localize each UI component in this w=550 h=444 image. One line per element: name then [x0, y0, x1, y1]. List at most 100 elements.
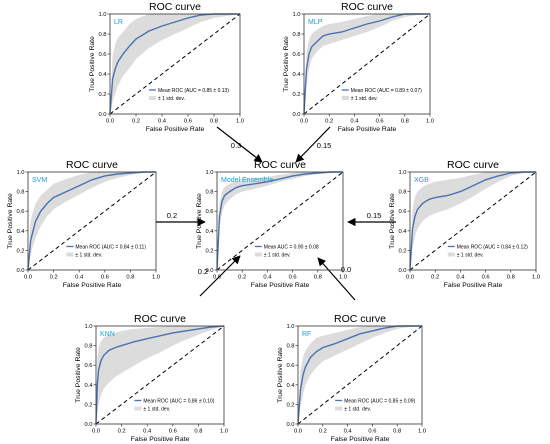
roc-panel-svm: 0.0 0.2 0.4 0.6 0.8 1.0 0.0 0.2 0.4 0.6 0.8 1.0 ROC …	[7, 159, 160, 289]
x-tick-label: 0.8	[314, 275, 322, 281]
weight-label: 0.15	[367, 211, 382, 220]
y-tick-label: 0.6	[292, 52, 300, 58]
x-tick-label: 0.4	[143, 429, 152, 435]
x-tick-label: 1.0	[418, 429, 426, 435]
mean-roc-line	[297, 325, 422, 425]
legend-std-swatch	[335, 406, 343, 411]
y-tick-label: 1.0	[398, 170, 406, 176]
roc-panel-xgb: 0.0 0.2 0.4 0.6 0.8 1.0 0.0 0.2 0.4 0.6 0.8 1.0 ROC …	[389, 159, 540, 289]
chart-title: ROC curve	[66, 159, 118, 171]
weight-arrow	[295, 126, 331, 163]
legend-std-label: ± 1 std. dev.	[264, 252, 291, 258]
x-tick-label: 0.4	[158, 119, 167, 125]
y-tick-label: 0.6	[205, 209, 213, 215]
y-tick-label: 0.8	[286, 344, 294, 350]
arrow-mlp: 0.15	[295, 126, 332, 163]
std-band	[304, 14, 430, 114]
x-tick-label: 0.6	[169, 429, 177, 435]
legend-mean-label: Mean ROC (AUC = 0.85 ± 0.13)	[158, 88, 229, 94]
chance-diagonal	[109, 13, 241, 115]
x-tick-label: 0.2	[238, 275, 246, 281]
y-tick-label: 0.4	[98, 72, 107, 78]
legend: Mean ROC (AUC = 0.86 ± 0.10) ± 1 std. dev…	[134, 398, 215, 412]
legend-std-label: ± 1 std. dev.	[158, 96, 185, 102]
weight-label: 0.15	[317, 141, 332, 150]
x-axis-label: False Positive Rate	[338, 126, 397, 133]
chance-diagonal	[216, 171, 344, 271]
roc-panels: 0.0 0.2 0.4 0.6 0.8 1.00.00.20.40.60.81.0ROC …	[7, 1, 540, 443]
x-tick-label: 0.0	[406, 275, 414, 281]
y-tick-label: 1.0	[98, 12, 106, 18]
x-tick-label: 0.2	[325, 119, 333, 125]
x-tick-label: 1.0	[236, 119, 244, 125]
legend: Mean ROC (AUC = 0.85 ± 0.13) ± 1 std. dev…	[149, 88, 229, 102]
x-tick-label: 0.8	[393, 429, 401, 435]
legend-std-swatch	[149, 96, 156, 100]
model-label: KNN	[100, 331, 115, 338]
chart-title: ROC curve	[254, 159, 306, 171]
weight-label: 0.2	[198, 267, 208, 276]
plot-frame	[27, 171, 157, 271]
x-tick-label: 1.0	[532, 275, 540, 281]
y-tick-label: 0.0	[205, 268, 213, 274]
x-axis-label: False Positive Rate	[63, 282, 122, 289]
x-axis-label: False Positive Rate	[131, 436, 190, 443]
std-band	[298, 326, 422, 424]
legend-std-label: ± 1 std. dev.	[75, 252, 102, 258]
model-label: Model Ensemble	[221, 177, 273, 184]
y-tick-label: 0.0	[16, 268, 24, 274]
y-axis-label: True Positive Rate	[7, 193, 14, 249]
y-tick-label: 0.6	[98, 52, 106, 58]
y-tick-label: 0.0	[98, 112, 106, 118]
chart-title: ROC curve	[447, 159, 499, 171]
x-tick-label: 0.8	[401, 119, 409, 125]
x-tick-label: 0.4	[344, 429, 353, 435]
roc-panel-mlp: 0.0 0.2 0.4 0.6 0.8 1.0 0.0 0.2 0.4 0.6 0.8 1.0 ROC …	[283, 1, 434, 133]
y-tick-label: 0.2	[205, 248, 213, 254]
std-band	[110, 14, 240, 114]
arrow-svm: 0.2	[156, 211, 206, 227]
model-label: XGB	[414, 177, 429, 184]
weight-arrow	[317, 257, 356, 301]
legend-std-label: ± 1 std. dev.	[457, 252, 484, 258]
x-tick-label: 0.0	[294, 429, 302, 435]
roc-panel-lr: 0.0 0.2 0.4 0.6 0.8 1.0 0.0 0.2 0.4 0.6 0.8 1.0 ROC …	[89, 1, 244, 133]
legend-std-label: ± 1 std. dev.	[351, 96, 378, 102]
weight-arrow	[199, 255, 241, 297]
roc-panel-ensemble: 0.0 0.2 0.4 0.6 0.8 1.00.00.20.40.60.81.0ROC …	[196, 159, 347, 289]
weight-label: 0.3	[231, 141, 241, 150]
plot-frame	[95, 325, 225, 425]
legend-mean-label: Mean ROC (AUC = 0.85 ± 0.09)	[344, 398, 415, 404]
x-tick-label: 0.0	[213, 275, 221, 281]
legend-std-swatch	[66, 252, 74, 257]
legend-std-label: ± 1 std. dev.	[143, 406, 170, 412]
y-tick-label: 0.0	[398, 268, 406, 274]
y-tick-label: 1.0	[16, 170, 24, 176]
plot-frame	[297, 325, 423, 425]
y-axis-label: True Positive Rate	[196, 193, 203, 249]
legend-std-swatch	[341, 96, 349, 100]
x-tick-label: 0.6	[101, 275, 109, 281]
y-tick-label: 0.4	[84, 383, 93, 389]
mean-roc-line	[27, 171, 156, 271]
x-tick-label: 0.8	[126, 275, 134, 281]
legend-mean-label: Mean ROC (AUC = 0.89 ± 0.07)	[351, 88, 422, 94]
y-tick-label: 0.2	[16, 248, 24, 254]
x-tick-label: 0.2	[319, 429, 327, 435]
model-label: SVM	[32, 177, 47, 184]
y-axis-label: True Positive Rate	[283, 36, 290, 92]
model-label: MLP	[308, 19, 323, 26]
x-tick-label: 0.0	[92, 429, 100, 435]
x-axis-label: False Positive Rate	[251, 282, 310, 289]
chart-title: ROC curve	[341, 1, 393, 13]
legend: Mean ROC (AUC = 0.89 ± 0.07) ± 1 std. dev…	[341, 88, 422, 102]
arrow-knn: 0.2	[198, 255, 241, 297]
chance-diagonal	[297, 325, 423, 425]
legend-mean-label: Mean AUC = 0.90 ± 0.08	[264, 244, 319, 250]
y-axis-label: True Positive Rate	[89, 36, 96, 92]
arrow-xgb: 0.15	[347, 211, 396, 227]
y-tick-label: 0.2	[84, 402, 92, 408]
arrow-lr: 0.3	[216, 126, 263, 163]
weight-label: 0.2	[167, 211, 177, 220]
x-tick-label: 0.2	[50, 275, 58, 281]
